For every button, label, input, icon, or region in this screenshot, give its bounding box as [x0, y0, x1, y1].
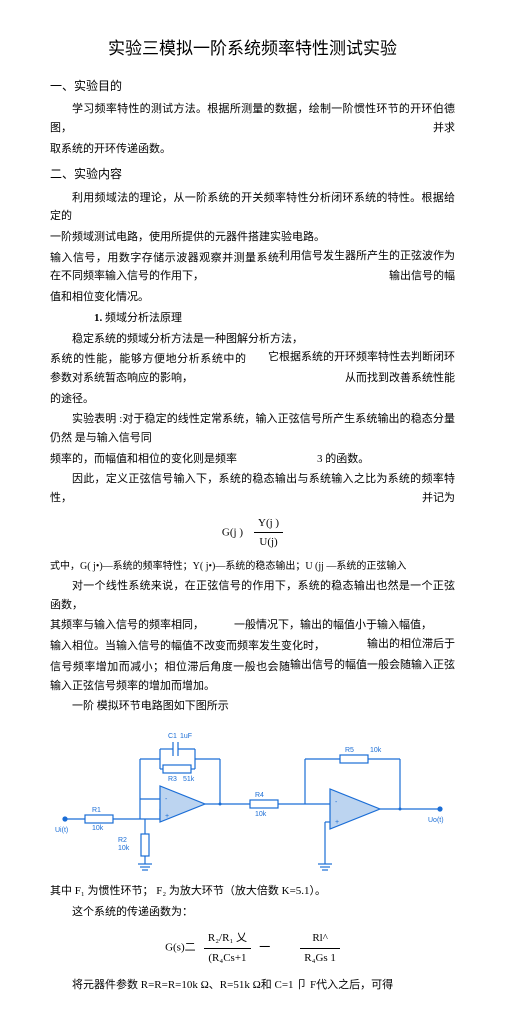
svg-text:1uF: 1uF	[180, 733, 192, 740]
para: 一阶频域测试电路，使用所提供的元器件搭建实验电路。利用信号发生器所产生的正弦波作…	[50, 228, 455, 247]
svg-text:+: +	[335, 819, 339, 826]
page-title: 实验三模拟一阶系统频率特性测试实验	[50, 35, 455, 64]
para: 利用频域法的理论，从一阶系统的开关频率特性分析闭环系统的特性。根据给定的	[50, 189, 455, 226]
para: 式中，G( j•)—系统的频率特性；Y( j•)—系统的稳态输出；U (jj —…	[50, 558, 455, 575]
para: 这个系统的传递函数为：	[50, 903, 455, 922]
svg-text:R2: R2	[118, 837, 127, 844]
para: 实验表明 :对于稳定的线性定常系统，输入正弦信号所产生系统输出的稳态分量仍然 是…	[50, 410, 455, 447]
section2-heading: 二、实验内容	[50, 164, 455, 184]
formula-gj: G(j ) Y(j )U(j)	[50, 514, 455, 552]
para: 其中 F₁ 为惯性环节； F₂ 为放大环节（放大倍数 K=5.1）。	[50, 882, 455, 901]
para: 因此，定义正弦信号输入下，系统的稳态输出与系统输入之比为系统的频率特性，并记为	[50, 470, 455, 507]
svg-text:R1: R1	[92, 807, 101, 814]
para: 的途径。	[50, 390, 455, 409]
sub-heading: 1. 1. 频域分析法原理频域分析法原理	[50, 309, 455, 328]
transfer-function: G(s)二 R₂/R₁ 乂(R₄Cs+1 ㆒ Rl^R₄Gs 1	[50, 929, 455, 967]
para: 其频率与输入信号的频率相同，一般情况下，输出的幅值小于输入幅值，输出的相位滞后于	[50, 616, 455, 635]
svg-text:Ui(t): Ui(t)	[55, 827, 68, 834]
para: 稳定系统的频域分析方法是一种图解分析方法，它根据系统的开环频率特性去判断闭环	[50, 330, 455, 349]
svg-text:R3: R3	[168, 776, 177, 783]
svg-text:51k: 51k	[183, 776, 195, 783]
section1-heading: 一、实验目的	[50, 76, 455, 96]
circuit-diagram: Ui(t) R1 10k R2 10k - + C1 1uF	[50, 724, 455, 874]
svg-text:Uo(t): Uo(t)	[428, 817, 444, 824]
svg-text:R4: R4	[255, 792, 264, 799]
svg-text:10k: 10k	[370, 747, 382, 754]
para: 取系统的开环传递函数。	[50, 140, 455, 159]
para: 一阶 模拟环节电路图如下图所示	[50, 697, 455, 716]
svg-text:C1: C1	[168, 733, 177, 740]
para: 频率的，而幅值和相位的变化则是频率3 的函数。	[50, 450, 455, 469]
svg-text:R5: R5	[345, 747, 354, 754]
para: 学习频率特性的测试方法。根据所测量的数据，绘制一阶惯性环节的开环伯德图，并求	[50, 100, 455, 137]
svg-text:10k: 10k	[118, 845, 130, 852]
para: 值和相位变化情况。	[50, 288, 455, 307]
svg-text:+: +	[165, 813, 169, 820]
para: 将元器件参数 R=R=R=10k Ω、R=51k Ω和 C=1 卩 F代入之后，…	[50, 976, 455, 995]
svg-text:10k: 10k	[255, 811, 267, 818]
svg-text:10k: 10k	[92, 825, 104, 832]
para: 对一个线性系统来说，在正弦信号的作用下，系统的稳态输出也然是一个正弦函数，	[50, 577, 455, 614]
